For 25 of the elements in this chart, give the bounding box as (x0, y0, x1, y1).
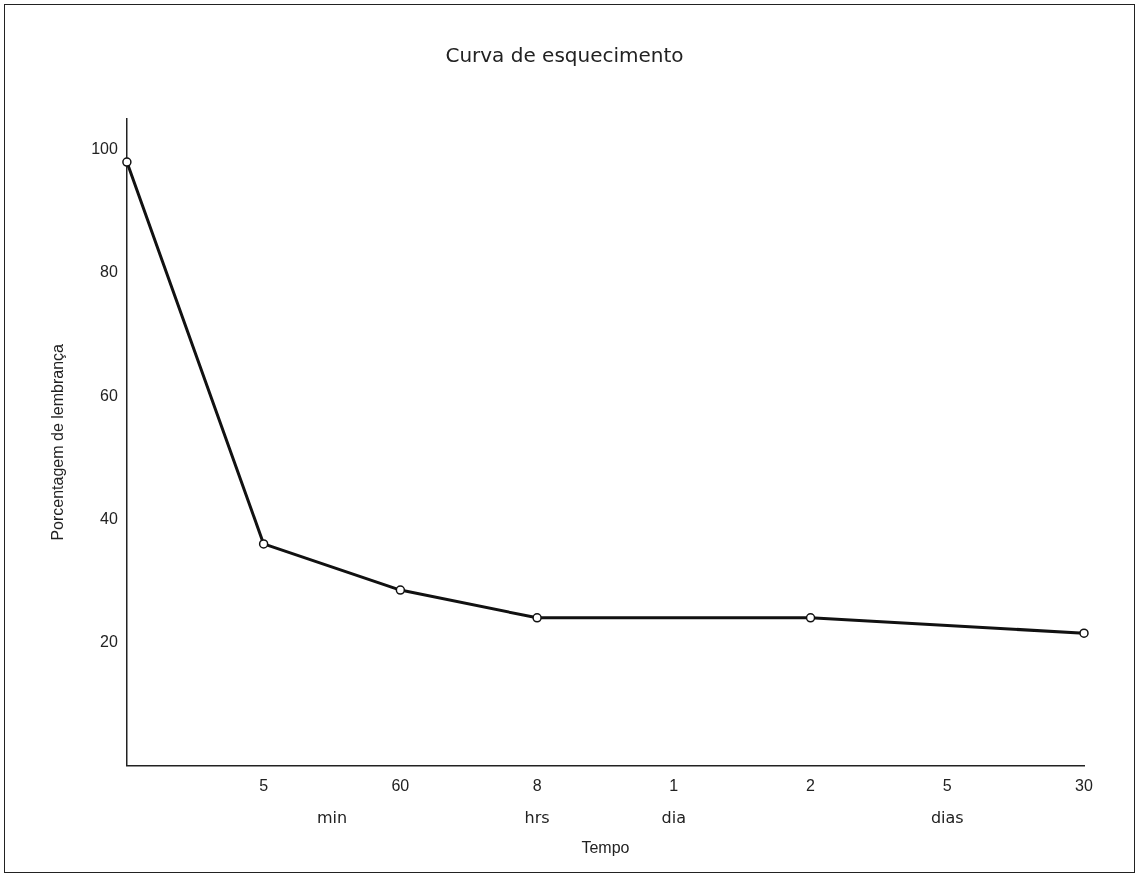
x-tick-label: 5 (259, 776, 269, 794)
y-tick-label: 40 (100, 509, 118, 527)
text: dia (661, 807, 687, 827)
x-tick-label: 2 (806, 776, 816, 794)
text: hrs (524, 807, 550, 827)
y-axis-title: Porcentagem de lembrança (49, 343, 67, 541)
text: dias (930, 807, 964, 827)
x-tick-label: 5 (942, 776, 952, 794)
y-tick-label: 20 (100, 632, 118, 650)
point (532, 613, 542, 623)
point (805, 613, 816, 623)
point (122, 157, 132, 167)
text: min (316, 807, 348, 827)
x-tick-label: 8 (532, 776, 542, 794)
y-tick-label: 80 (100, 263, 118, 281)
y-tick-label: 100 (91, 140, 118, 158)
point (258, 539, 269, 549)
y-tick-label: 60 (100, 386, 118, 404)
x-tick-label: 60 (391, 776, 410, 794)
point (1079, 628, 1089, 638)
x-tick-label: 1 (669, 776, 679, 794)
point (395, 585, 406, 595)
x-axis-title: Tempo (581, 838, 630, 856)
chart-title: Curva de esquecimento (445, 43, 684, 68)
x-tick-label: 30 (1075, 776, 1093, 794)
